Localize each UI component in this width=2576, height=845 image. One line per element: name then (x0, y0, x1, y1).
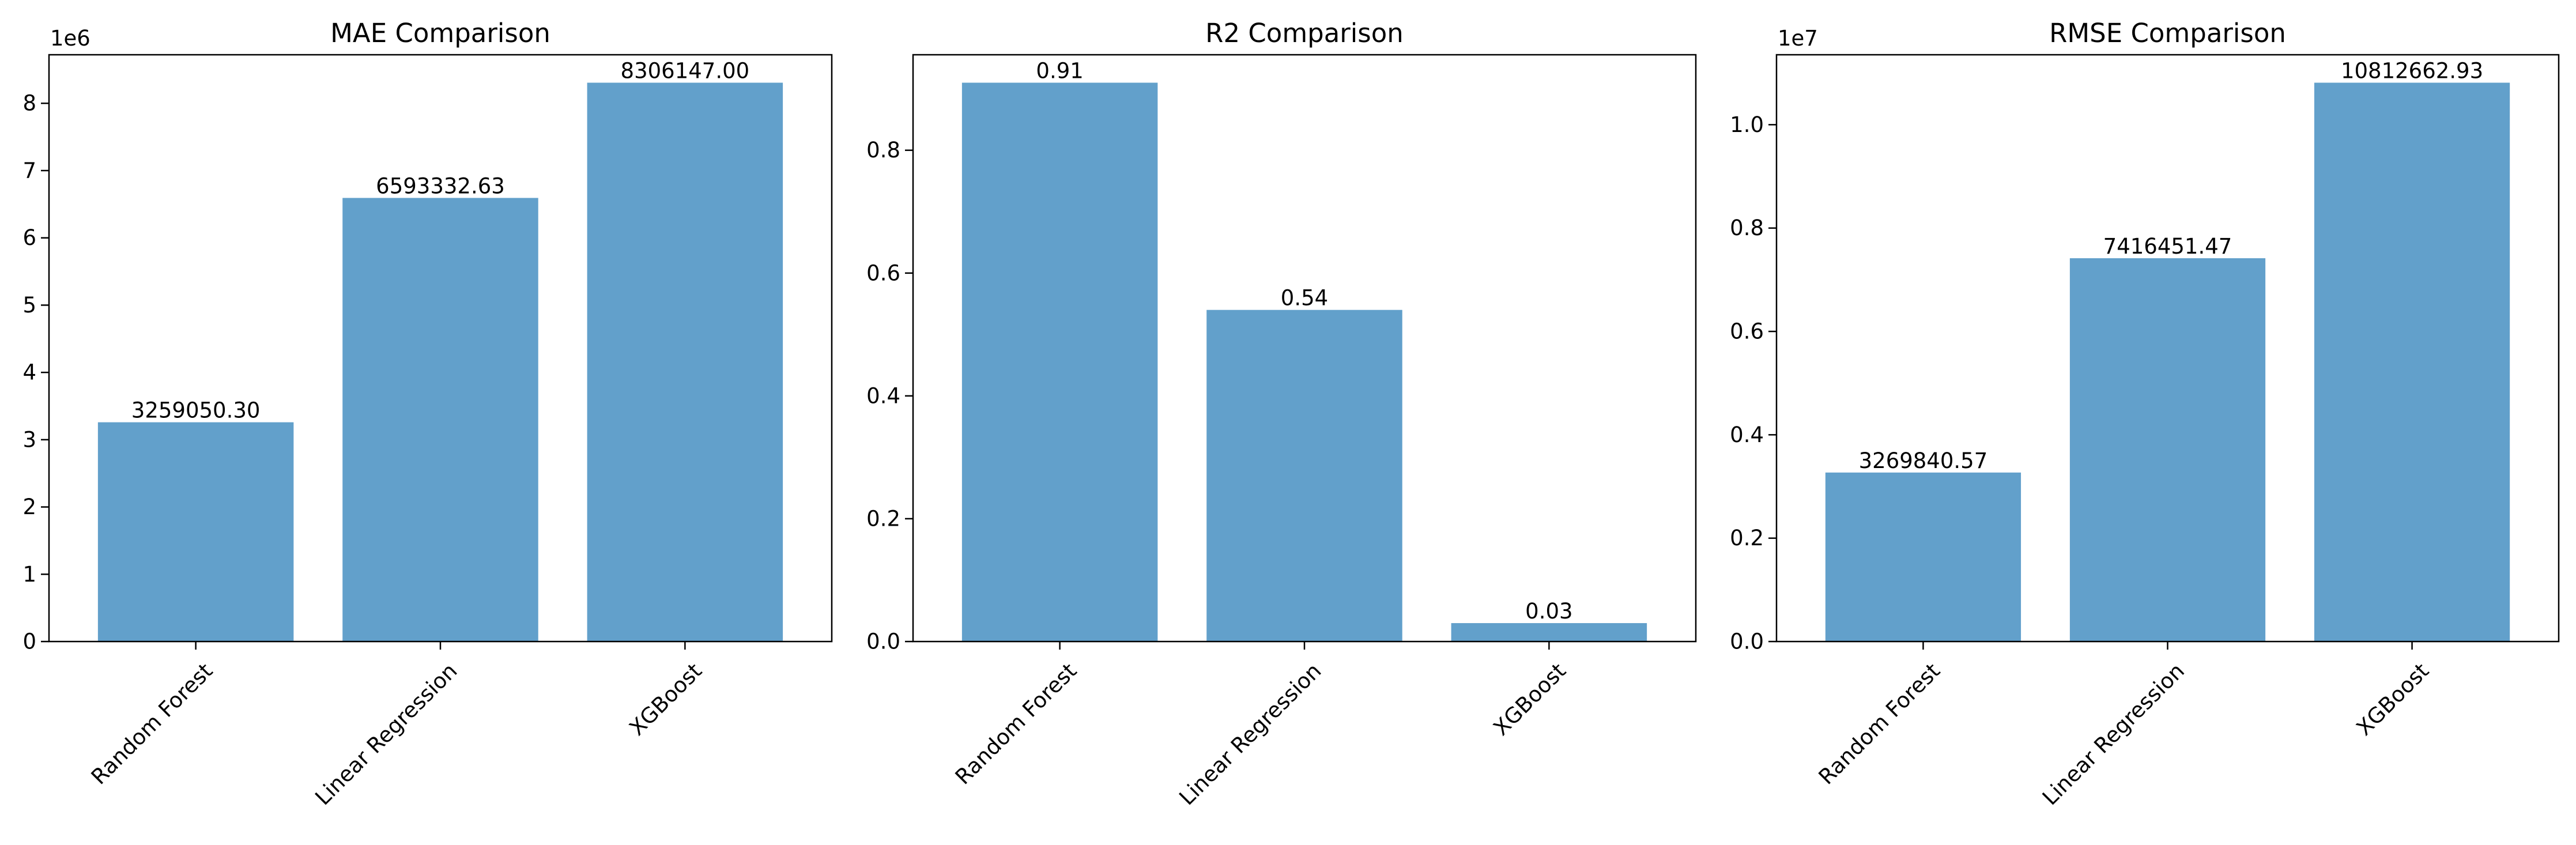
y-tick-label: 7 (22, 158, 36, 183)
y-tick-label: 0.6 (866, 261, 900, 285)
y-axis-multiplier: 1e7 (1778, 26, 1818, 51)
bar-value-label: 3259050.30 (131, 398, 261, 423)
subplot-r2: 0.00.20.40.60.8 Random Forest Linear Regr… (866, 18, 1697, 810)
y-tick-label: 4 (22, 360, 36, 385)
y-tick-label: 1 (22, 562, 36, 587)
bar (342, 198, 538, 642)
y-axis-multiplier: 1e6 (50, 26, 90, 51)
bar (1825, 472, 2021, 642)
y-tick-label: 2 (22, 495, 36, 519)
bar (587, 82, 783, 642)
bar-value-label: 6593332.63 (376, 173, 505, 198)
subplot-rmse: 0.00.20.40.60.81.0 Random Forest Linear R… (1730, 18, 2560, 810)
y-tick-label: 0.8 (866, 138, 900, 163)
bar-value-label: 0.54 (1281, 286, 1328, 311)
chart-title: MAE Comparison (330, 18, 550, 48)
bar-value-label: 7416451.47 (2103, 234, 2232, 259)
bar (97, 422, 294, 642)
bar-value-label: 0.03 (1525, 599, 1572, 624)
bar (961, 82, 1158, 642)
y-tick-label: 0.4 (866, 383, 900, 408)
bar-value-label: 8306147.00 (621, 58, 750, 83)
bar (1451, 623, 1647, 642)
y-tick-label: 6 (22, 225, 36, 250)
bar (2314, 82, 2510, 642)
y-tick-label: 0.6 (1730, 319, 1764, 344)
y-tick-label: 3 (22, 427, 36, 452)
bar-value-label: 0.91 (1036, 58, 1083, 83)
y-tick-label: 5 (22, 293, 36, 318)
y-tick-label: 0.8 (1730, 216, 1764, 240)
chart-title: RMSE Comparison (2049, 18, 2286, 48)
y-tick-label: 0.0 (866, 629, 900, 654)
bar-value-label: 10812662.93 (2341, 58, 2483, 83)
y-tick-label: 0.0 (1730, 629, 1764, 654)
bar (2069, 258, 2266, 642)
y-tick-label: 0.2 (1730, 526, 1764, 550)
y-tick-label: 0 (22, 629, 36, 654)
y-tick-label: 8 (22, 91, 36, 116)
bar-value-label: 3269840.57 (1859, 448, 1988, 473)
chart-title: R2 Comparison (1205, 18, 1404, 48)
y-tick-label: 1.0 (1730, 112, 1764, 137)
y-tick-label: 0.4 (1730, 423, 1764, 447)
y-tick-label: 0.2 (866, 506, 900, 531)
bar (1206, 310, 1402, 642)
